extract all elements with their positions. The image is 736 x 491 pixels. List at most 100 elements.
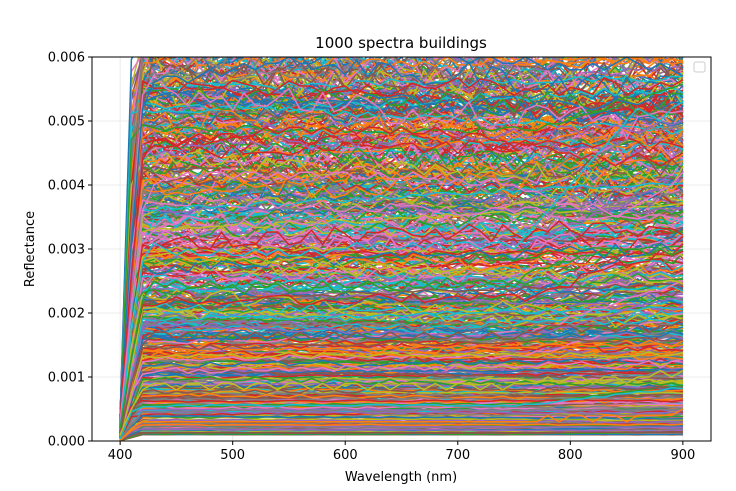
spectrum-line <box>119 408 683 440</box>
spectrum-line <box>119 430 683 441</box>
spectrum-line <box>119 350 684 436</box>
x-tick-label: 900 <box>670 448 695 463</box>
spectrum-line <box>119 386 683 440</box>
spectrum-line <box>119 396 683 439</box>
spectrum-line <box>119 119 684 424</box>
spectrum-line <box>119 386 683 439</box>
spectrum-line-representative <box>119 126 684 416</box>
spectrum-line <box>119 114 684 423</box>
spectrum-line <box>119 231 684 429</box>
y-tick-label: 0.001 <box>48 371 85 386</box>
spectrum-line <box>119 272 684 431</box>
spectrum-line <box>119 431 683 441</box>
y-tick-label: 0.005 <box>48 115 85 130</box>
spectrum-line <box>119 57 562 421</box>
spectrum-line <box>119 358 684 437</box>
spectrum-line <box>119 164 684 426</box>
spectrum-line <box>119 154 684 426</box>
spectrum-line <box>119 343 683 436</box>
y-axis-label: Reflectance <box>23 211 38 287</box>
spectrum-line <box>119 289 684 433</box>
x-tick-label: 700 <box>445 448 470 463</box>
spectrum-line <box>119 89 684 421</box>
spectrum-line <box>119 101 684 421</box>
spectrum-line <box>119 312 684 434</box>
spectrum-line <box>119 168 684 427</box>
spectrum-line-representative <box>119 408 684 441</box>
spectrum-line <box>119 330 684 435</box>
spectrum-line <box>119 74 684 421</box>
spectrum-line <box>119 274 683 433</box>
x-axis: 400 500 600 700 800 900 <box>108 441 695 463</box>
spectrum-line <box>119 79 684 420</box>
spectrum-line <box>119 242 683 431</box>
legend-box <box>693 61 706 73</box>
spectrum-line <box>119 136 684 424</box>
y-tick-label: 0.004 <box>48 179 85 194</box>
spectrum-line <box>119 423 683 441</box>
spectrum-line <box>119 182 683 428</box>
x-tick-label: 400 <box>108 448 133 463</box>
spectrum-line <box>119 57 684 418</box>
spectrum-line <box>119 243 684 433</box>
spectrum-line <box>119 83 684 423</box>
spectrum-line <box>119 296 683 435</box>
spectrum-line <box>119 57 280 419</box>
spectrum-line <box>119 140 684 424</box>
spectrum-line <box>119 121 684 423</box>
y-tick-label: 0.006 <box>48 51 85 66</box>
y-tick-label: 0.000 <box>48 435 85 450</box>
spectrum-line-representative <box>119 101 684 429</box>
spectrum-line <box>119 150 684 424</box>
spectrum-line-representative <box>119 318 684 435</box>
spectrum-line <box>119 336 683 436</box>
spectrum-line <box>119 173 684 427</box>
spectrum-line <box>119 57 683 419</box>
spectrum-line <box>119 57 684 419</box>
spectrum-line <box>119 207 684 428</box>
spectrum-line <box>119 75 683 421</box>
x-tick-label: 600 <box>333 448 358 463</box>
spectrum-line <box>119 123 684 423</box>
spectrum-line <box>119 77 684 420</box>
spectrum-line-representative <box>119 171 684 422</box>
spectrum-line <box>119 195 684 427</box>
spectrum-line <box>119 345 684 436</box>
spectrum-line <box>119 287 683 432</box>
spectrum-line <box>119 245 683 431</box>
x-tick-label: 500 <box>220 448 245 463</box>
spectrum-line <box>119 342 684 436</box>
spectrum-line <box>119 421 683 441</box>
spectrum-line <box>119 57 684 418</box>
spectrum-line <box>119 272 684 432</box>
spectrum-line <box>119 414 683 440</box>
spectrum-line <box>119 410 683 440</box>
spectrum-line <box>119 233 683 429</box>
spectrum-line <box>119 139 683 424</box>
spectrum-line-representative <box>119 248 684 429</box>
spectrum-line-representative <box>119 57 684 410</box>
spectrum-line <box>119 282 684 433</box>
y-axis: 0.000 0.001 0.002 0.003 0.004 0.005 0.006 <box>48 51 92 450</box>
spectrum-line <box>119 57 614 422</box>
spectrum-line-representative <box>119 369 684 435</box>
chart-title: 1000 spectra buildings <box>315 34 487 52</box>
spectrum-line <box>119 369 683 437</box>
spectrum-line <box>119 280 684 436</box>
spectrum-line <box>119 398 683 439</box>
spectrum-line <box>119 140 684 424</box>
spectrum-line <box>119 312 684 437</box>
spectrum-line <box>119 301 684 433</box>
y-tick-label: 0.003 <box>48 243 85 258</box>
spectrum-line <box>119 85 684 422</box>
x-tick-label: 800 <box>558 448 583 463</box>
spectrum-line <box>119 272 683 432</box>
spectrum-line <box>119 428 683 441</box>
spectrum-line <box>119 342 683 436</box>
spectrum-line <box>119 391 683 439</box>
spectrum-line <box>119 306 683 434</box>
spectrum-line <box>119 57 661 420</box>
plot-series <box>119 57 684 441</box>
spectrum-line <box>119 359 683 438</box>
spectrum-line <box>119 408 683 440</box>
